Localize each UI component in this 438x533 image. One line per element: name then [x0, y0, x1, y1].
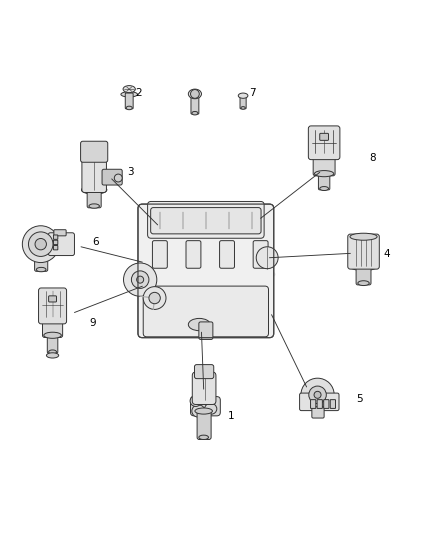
Circle shape — [256, 247, 278, 269]
FancyBboxPatch shape — [39, 288, 67, 324]
FancyBboxPatch shape — [53, 240, 58, 245]
FancyBboxPatch shape — [42, 318, 63, 337]
Circle shape — [191, 90, 199, 98]
FancyBboxPatch shape — [300, 393, 339, 410]
Text: 8: 8 — [369, 153, 376, 163]
FancyBboxPatch shape — [199, 322, 213, 340]
Text: 4: 4 — [384, 249, 391, 259]
FancyBboxPatch shape — [313, 154, 335, 176]
FancyBboxPatch shape — [35, 251, 48, 271]
Circle shape — [143, 287, 166, 310]
Ellipse shape — [188, 318, 210, 330]
Circle shape — [131, 271, 149, 288]
FancyBboxPatch shape — [320, 133, 328, 140]
FancyBboxPatch shape — [312, 407, 324, 418]
Circle shape — [28, 232, 53, 256]
Ellipse shape — [36, 268, 46, 272]
FancyBboxPatch shape — [191, 93, 199, 114]
FancyBboxPatch shape — [49, 296, 57, 302]
Ellipse shape — [188, 89, 201, 99]
FancyBboxPatch shape — [47, 333, 58, 353]
FancyBboxPatch shape — [317, 400, 322, 408]
Ellipse shape — [199, 435, 208, 440]
FancyBboxPatch shape — [102, 169, 122, 185]
FancyBboxPatch shape — [48, 233, 74, 255]
FancyBboxPatch shape — [82, 157, 106, 192]
FancyBboxPatch shape — [348, 234, 379, 269]
FancyBboxPatch shape — [311, 400, 316, 408]
Ellipse shape — [358, 281, 369, 286]
Ellipse shape — [81, 185, 107, 194]
Ellipse shape — [190, 395, 201, 407]
Circle shape — [309, 386, 326, 403]
FancyBboxPatch shape — [219, 241, 234, 268]
Circle shape — [124, 263, 157, 296]
FancyBboxPatch shape — [194, 365, 214, 378]
FancyBboxPatch shape — [330, 400, 336, 408]
Circle shape — [301, 378, 334, 411]
Ellipse shape — [192, 111, 198, 115]
Ellipse shape — [114, 174, 122, 182]
FancyBboxPatch shape — [143, 286, 268, 337]
FancyBboxPatch shape — [356, 264, 371, 285]
Ellipse shape — [89, 204, 99, 208]
FancyBboxPatch shape — [138, 204, 274, 338]
FancyBboxPatch shape — [186, 241, 201, 268]
Ellipse shape — [205, 403, 217, 414]
FancyBboxPatch shape — [125, 93, 133, 109]
Ellipse shape — [46, 353, 59, 358]
FancyBboxPatch shape — [54, 230, 66, 236]
Ellipse shape — [123, 86, 135, 93]
FancyBboxPatch shape — [87, 188, 101, 208]
FancyBboxPatch shape — [191, 397, 220, 416]
FancyBboxPatch shape — [81, 141, 108, 162]
Ellipse shape — [238, 93, 248, 98]
Ellipse shape — [241, 107, 245, 109]
Ellipse shape — [314, 171, 334, 177]
FancyBboxPatch shape — [318, 172, 330, 190]
FancyBboxPatch shape — [192, 372, 216, 405]
Ellipse shape — [144, 265, 275, 284]
Circle shape — [137, 276, 144, 283]
Ellipse shape — [192, 405, 205, 417]
Ellipse shape — [311, 153, 338, 161]
FancyBboxPatch shape — [53, 246, 58, 250]
FancyBboxPatch shape — [324, 400, 329, 408]
Text: 6: 6 — [92, 237, 99, 247]
FancyBboxPatch shape — [253, 241, 268, 268]
Ellipse shape — [121, 92, 138, 97]
FancyBboxPatch shape — [151, 207, 261, 234]
Text: 9: 9 — [89, 318, 96, 328]
Circle shape — [22, 226, 59, 263]
FancyBboxPatch shape — [240, 95, 246, 109]
Ellipse shape — [195, 408, 212, 414]
Ellipse shape — [44, 332, 61, 338]
Circle shape — [149, 292, 160, 304]
Ellipse shape — [350, 263, 378, 270]
Text: 7: 7 — [249, 88, 256, 99]
FancyBboxPatch shape — [148, 201, 264, 238]
Text: 3: 3 — [127, 167, 134, 177]
Ellipse shape — [350, 233, 377, 240]
Ellipse shape — [28, 249, 54, 257]
Text: 2: 2 — [135, 87, 142, 98]
FancyBboxPatch shape — [197, 410, 211, 440]
Circle shape — [314, 391, 321, 398]
FancyBboxPatch shape — [308, 126, 340, 159]
Ellipse shape — [320, 187, 328, 190]
Ellipse shape — [49, 350, 57, 354]
Text: 1: 1 — [227, 411, 234, 421]
FancyBboxPatch shape — [152, 241, 167, 268]
Ellipse shape — [41, 317, 64, 325]
Text: 5: 5 — [356, 394, 363, 404]
FancyBboxPatch shape — [53, 235, 58, 239]
Circle shape — [35, 238, 46, 250]
Ellipse shape — [126, 106, 132, 110]
